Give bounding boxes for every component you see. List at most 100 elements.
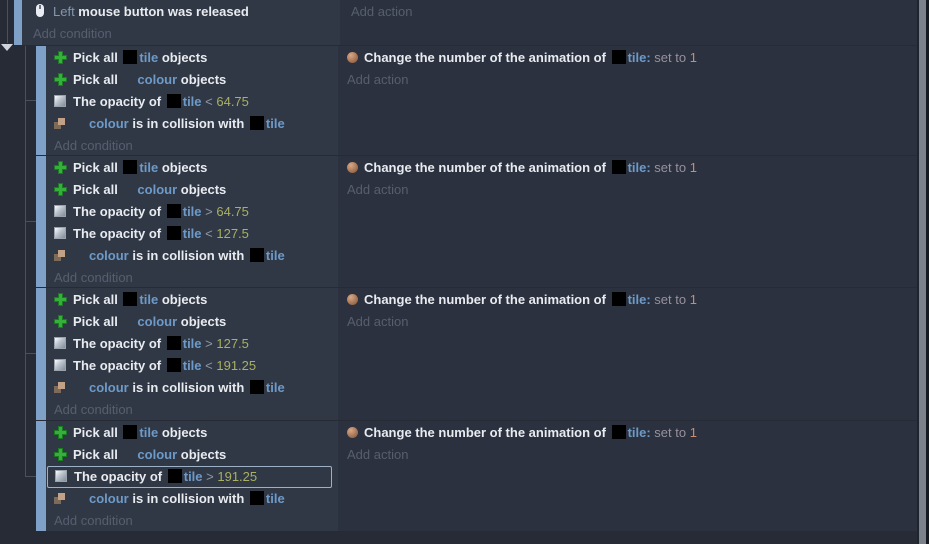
actions-cell: Change the number of the animation of ti… xyxy=(341,46,917,155)
object-name: colour xyxy=(89,380,129,395)
collapse-caret-icon[interactable] xyxy=(1,44,13,51)
collision-icon xyxy=(54,381,67,394)
object-name: tile xyxy=(265,116,285,131)
add-condition-button[interactable]: Add condition xyxy=(54,138,133,153)
condition-row[interactable]: Pick all colour objects xyxy=(46,311,338,333)
action-row[interactable]: Change the number of the animation of ti… xyxy=(341,289,917,311)
object-thumbnail-empty xyxy=(121,182,137,196)
condition-row[interactable]: colour is in collision with tile xyxy=(46,113,338,135)
object-name: colour xyxy=(137,182,178,197)
add-action-button[interactable]: Add action xyxy=(347,182,409,197)
condition-row[interactable]: Pick all tile objects xyxy=(46,422,338,444)
sub-event-2: Pick all tile objects Pick all colour obj… xyxy=(36,156,917,287)
object-name: tile xyxy=(265,248,285,263)
object-name: tile xyxy=(182,204,202,219)
value-param: 1 xyxy=(689,425,697,440)
add-condition-button[interactable]: Add condition xyxy=(33,26,112,41)
object-thumbnail xyxy=(123,292,138,306)
tree-stub-1 xyxy=(25,100,36,101)
add-condition-button[interactable]: Add condition xyxy=(54,402,133,417)
condition-row[interactable]: The opacity of tile < 191.25 xyxy=(46,355,338,377)
add-action-button[interactable]: Add action xyxy=(351,4,413,19)
condition-row[interactable]: The opacity of tile < 127.5 xyxy=(46,223,338,245)
pick-objects-icon xyxy=(54,73,68,86)
condition-row-mouse-released[interactable]: Left mouse button was released xyxy=(22,1,340,23)
condition-row[interactable]: Pick all colour objects xyxy=(46,179,338,201)
add-action-button[interactable]: Add action xyxy=(347,447,409,462)
condition-row[interactable]: colour is in collision with tile xyxy=(46,488,338,510)
object-name: colour xyxy=(137,72,178,87)
sentence-text: Change the number of the animation of xyxy=(364,425,610,440)
sentence-text: is in collision with xyxy=(128,248,248,263)
condition-row[interactable]: Pick all colour objects xyxy=(46,444,338,466)
event-handle[interactable] xyxy=(36,421,46,531)
add-condition-button[interactable]: Add condition xyxy=(54,513,133,528)
pick-objects-icon xyxy=(54,183,68,196)
pick-objects-icon xyxy=(54,161,68,174)
condition-row[interactable]: The opacity of tile > 127.5 xyxy=(46,333,338,355)
actions-cell: Change the number of the animation of ti… xyxy=(341,288,917,420)
object-name: tile xyxy=(139,292,159,307)
operator: > xyxy=(201,204,217,219)
sub-event-3: Pick all tile objects Pick all colour obj… xyxy=(36,288,917,420)
operator: < xyxy=(201,94,217,109)
condition-row[interactable]: Pick all tile objects xyxy=(46,289,338,311)
event-handle[interactable] xyxy=(14,0,22,45)
sentence-text: Pick all xyxy=(73,447,122,462)
object-thumbnail-empty xyxy=(121,72,137,86)
object-thumbnail xyxy=(611,292,626,306)
object-name: tile xyxy=(265,491,285,506)
setto-text: set to xyxy=(650,160,690,175)
conditions-cell: Pick all tile objects Pick all colour obj… xyxy=(46,156,338,287)
scrollbar-track[interactable] xyxy=(917,0,929,544)
object-name: tile xyxy=(139,50,159,65)
condition-row[interactable]: The opacity of tile > 191.25 xyxy=(47,466,332,488)
number-param: 191.25 xyxy=(216,358,257,373)
opacity-icon xyxy=(55,470,67,482)
sentence-text: Change the number of the animation of xyxy=(364,50,610,65)
object-thumbnail xyxy=(166,204,181,218)
opacity-icon xyxy=(54,227,66,239)
event-handle[interactable] xyxy=(36,288,46,420)
condition-row[interactable]: Pick all tile objects xyxy=(46,47,338,69)
object-name: tile xyxy=(182,336,202,351)
operator: > xyxy=(201,336,217,351)
object-thumbnail-empty xyxy=(73,380,89,394)
object-name: colour xyxy=(137,447,178,462)
object-thumbnail xyxy=(249,380,264,394)
object-name: tile xyxy=(182,358,202,373)
action-row[interactable]: Change the number of the animation of ti… xyxy=(341,422,917,444)
sentence-text: objects xyxy=(158,160,208,175)
conditions-cell: Left mouse button was released Add condi… xyxy=(22,0,340,45)
action-row[interactable]: Change the number of the animation of ti… xyxy=(341,157,917,179)
add-action-button[interactable]: Add action xyxy=(347,314,409,329)
sentence-text: objects xyxy=(177,182,227,197)
condition-row[interactable]: The opacity of tile < 64.75 xyxy=(46,91,338,113)
scrollbar-thumb[interactable] xyxy=(919,0,926,544)
add-condition-button[interactable]: Add condition xyxy=(54,270,133,285)
operator: < xyxy=(201,358,217,373)
animation-icon xyxy=(347,427,358,438)
condition-row[interactable]: Pick all tile objects xyxy=(46,157,338,179)
condition-row[interactable]: colour is in collision with tile xyxy=(46,245,338,267)
tree-line-subevents xyxy=(25,46,26,477)
object-thumbnail-empty xyxy=(73,491,89,505)
number-param: 127.5 xyxy=(216,226,249,241)
condition-row[interactable]: The opacity of tile > 64.75 xyxy=(46,201,338,223)
tree-line-root xyxy=(7,0,8,43)
pick-objects-icon xyxy=(54,293,68,306)
tree-stub-4 xyxy=(25,476,36,477)
action-row[interactable]: Change the number of the animation of ti… xyxy=(341,47,917,69)
object-name: colour xyxy=(89,491,129,506)
add-action-button[interactable]: Add action xyxy=(347,72,409,87)
sentence-text: is in collision with xyxy=(128,116,248,131)
object-thumbnail xyxy=(123,160,138,174)
sentence-text: objects xyxy=(177,72,227,87)
condition-row[interactable]: Pick all colour objects xyxy=(46,69,338,91)
event-handle[interactable] xyxy=(36,156,46,287)
condition-row[interactable]: colour is in collision with tile xyxy=(46,377,338,399)
object-name: tile: xyxy=(627,50,651,65)
object-name: tile: xyxy=(627,425,651,440)
event-handle[interactable] xyxy=(36,46,46,155)
sentence-text: Change the number of the animation of xyxy=(364,292,610,307)
